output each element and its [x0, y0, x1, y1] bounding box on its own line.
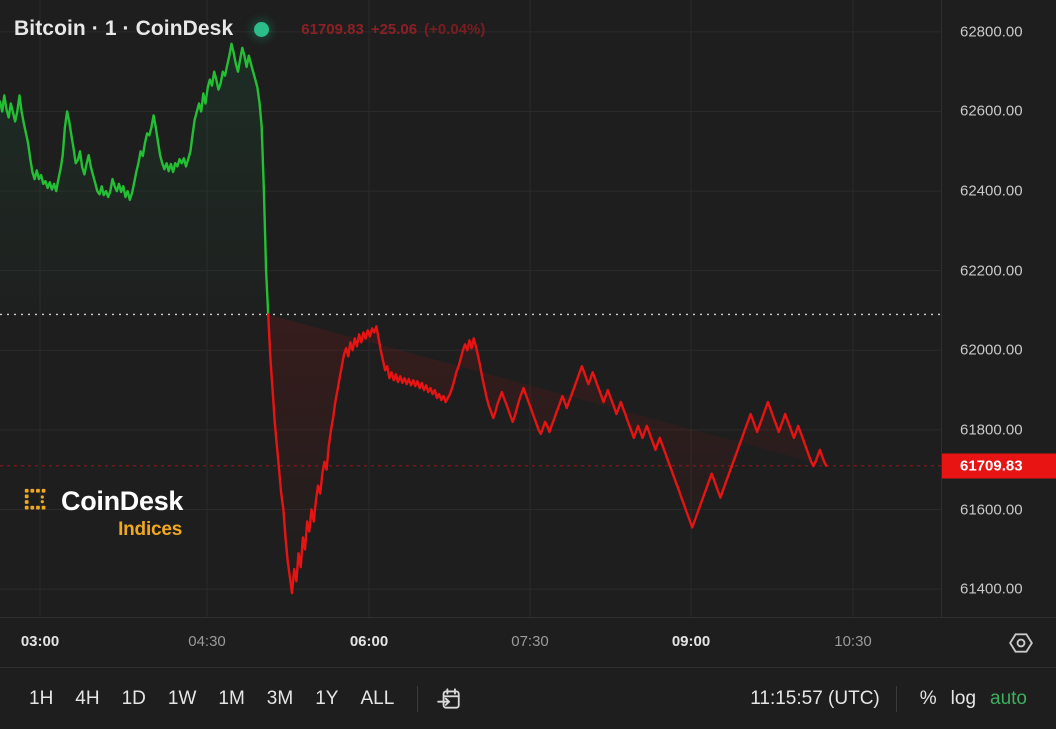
time-tick: 06:00 — [349, 633, 389, 650]
price-line-up — [0, 42, 270, 316]
timeframe-all-button[interactable]: ALL — [360, 687, 395, 709]
log-scale-button[interactable]: log — [950, 687, 977, 709]
plot-area[interactable] — [0, 0, 941, 617]
time-scale[interactable]: 03:00 04:30 06:00 07:30 09:00 10:30 — [0, 617, 1056, 667]
price-chart-svg — [0, 0, 941, 617]
timeframe-1h-button[interactable]: 1H — [29, 687, 54, 709]
current-price-badge: 61709.83 — [942, 453, 1056, 479]
timeframe-1w-button[interactable]: 1W — [167, 687, 197, 709]
price-tick: 61600.00 — [960, 501, 1023, 519]
down-area-fill — [268, 314, 827, 594]
go-to-date-icon — [437, 687, 460, 709]
timeframe-4h-button[interactable]: 4H — [75, 687, 100, 709]
auto-scale-button[interactable]: auto — [990, 687, 1027, 709]
time-tick: 09:00 — [671, 633, 711, 650]
bottom-toolbar[interactable]: 1H 4H 1D 1W 1M 3M 1Y ALL 11:15:57 (UTC) % log a… — [0, 667, 1056, 729]
timeframe-3m-button[interactable]: 3M — [266, 687, 294, 709]
timeframe-1m-button[interactable]: 1M — [218, 687, 245, 709]
time-tick: 04:30 — [188, 633, 226, 650]
chart-settings-icon[interactable] — [1008, 630, 1034, 656]
price-tick: 62800.00 — [960, 23, 1023, 41]
time-tick: 07:30 — [511, 633, 549, 650]
session-clock[interactable]: 11:15:57 (UTC) — [750, 687, 880, 709]
chart-region[interactable]: Bitcoin · 1 · CoinDesk 61709.83 +25.06 (… — [0, 0, 1056, 617]
time-tick: 03:00 — [20, 633, 60, 650]
price-scale[interactable]: 62800.00 62600.00 62400.00 62200.00 62000.00… — [941, 0, 1056, 617]
price-tick: 62200.00 — [960, 262, 1023, 280]
price-tick: 62400.00 — [960, 182, 1023, 200]
percent-scale-button[interactable]: % — [919, 687, 937, 709]
time-tick: 10:30 — [834, 633, 872, 650]
timeframe-group[interactable]: 1H 4H 1D 1W 1M 3M 1Y ALL — [22, 685, 401, 713]
price-line-down — [267, 313, 828, 595]
go-to-date-button[interactable] — [434, 685, 464, 713]
price-tick: 61800.00 — [960, 421, 1023, 439]
price-tick: 62000.00 — [960, 341, 1023, 359]
timeframe-1d-button[interactable]: 1D — [121, 687, 146, 709]
timeframe-1y-button[interactable]: 1Y — [315, 687, 339, 709]
toolbar-separator-1 — [417, 685, 419, 712]
toolbar-separator-2 — [895, 685, 897, 712]
price-tick: 61400.00 — [960, 580, 1023, 598]
price-tick: 62600.00 — [960, 102, 1023, 120]
